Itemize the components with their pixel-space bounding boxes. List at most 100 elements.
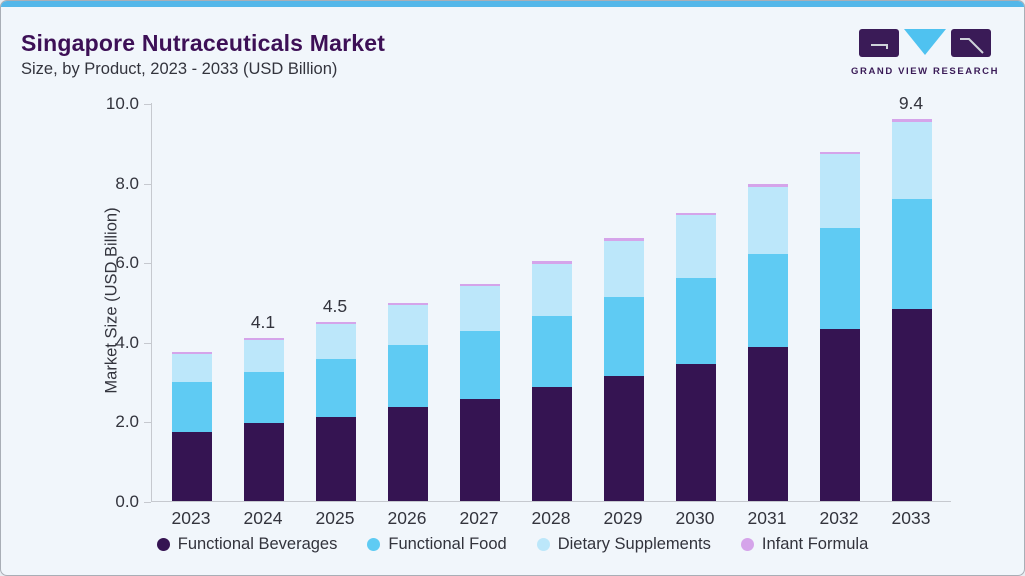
- bar-segment: [532, 263, 572, 316]
- bar-segment: [676, 215, 716, 278]
- stacked-bar-2025: [316, 321, 356, 501]
- y-tick-label: 8.0: [115, 173, 139, 193]
- bar-value-label: 4.1: [250, 311, 276, 332]
- stacked-bar-2029: [604, 238, 644, 501]
- bar-segment: [460, 331, 500, 399]
- bar-segment: [604, 240, 644, 297]
- x-tick-label: 2025: [315, 508, 355, 528]
- legend-label: Dietary Supplements: [557, 535, 711, 553]
- bar-segment: [244, 371, 284, 424]
- y-tick-mark: [144, 263, 151, 265]
- stacked-bar-2024: [244, 337, 284, 501]
- bar-segment: [388, 344, 428, 408]
- bar-segment: [676, 212, 716, 216]
- bar-segment: [172, 351, 212, 354]
- x-tick-label: 2033: [891, 508, 931, 528]
- bar-segment: [892, 199, 932, 310]
- y-tick-mark: [144, 342, 151, 344]
- stacked-bar-2031: [748, 184, 788, 501]
- bar-segment: [316, 416, 356, 501]
- legend-dot-icon: [367, 538, 381, 551]
- x-tick-label: 2029: [603, 508, 643, 528]
- y-tick-label: 0.0: [115, 492, 139, 511]
- y-tick-label: 4.0: [115, 332, 139, 352]
- bar-segment: [244, 339, 284, 372]
- x-tick-label: 2028: [531, 508, 571, 528]
- y-tick-label: 10.0: [105, 94, 139, 113]
- bar-segment: [820, 329, 860, 501]
- bar-value-label: 4.5: [322, 295, 348, 316]
- bar-segment: [820, 153, 860, 228]
- page-subtitle: Size, by Product, 2023 - 2033 (USD Billi…: [21, 60, 338, 78]
- x-tick-label: 2032: [819, 508, 859, 528]
- y-axis-title: Market Size (USD Billion): [102, 207, 121, 394]
- logo-wordmark: GRAND VIEW RESEARCH: [851, 66, 1000, 77]
- bar-segment: [532, 387, 572, 501]
- bar-segment: [748, 184, 788, 187]
- top-accent-bar: [1, 1, 1024, 7]
- bar-segment: [892, 119, 932, 122]
- bar-segment: [460, 283, 500, 286]
- bar-segment: [748, 347, 788, 501]
- bar-segment: [532, 315, 572, 388]
- y-tick-mark: [144, 502, 151, 503]
- grand-view-research-logo: GRAND VIEW RESEARCH: [851, 28, 999, 77]
- legend-dot-icon: [740, 538, 754, 551]
- y-tick-mark: [144, 183, 151, 185]
- x-tick-label: 2027: [459, 508, 499, 528]
- gvr-logo-icon: [859, 29, 991, 57]
- bar-segment: [172, 353, 212, 382]
- bar-segment: [532, 261, 572, 264]
- x-tick-label: 2026: [387, 508, 427, 528]
- stacked-bar-2033: [892, 119, 932, 501]
- legend-label: Functional Beverages: [177, 535, 338, 553]
- bar-segment: [388, 304, 428, 345]
- bar-segment: [388, 302, 428, 305]
- bar-segment: [892, 309, 932, 501]
- bar-segment: [460, 398, 500, 501]
- y-tick-mark: [144, 104, 151, 105]
- bar-segment: [316, 321, 356, 324]
- legend-item: Infant Formula: [740, 535, 869, 554]
- bar-segment: [604, 376, 644, 501]
- legend-dot-icon: [536, 538, 550, 551]
- bar-segment: [316, 323, 356, 360]
- bar-segment: [820, 227, 860, 330]
- stacked-bar-2028: [532, 261, 572, 501]
- bar-segment: [676, 364, 716, 501]
- bar-segment: [244, 423, 284, 501]
- bar-segment: [676, 277, 716, 365]
- stacked-bar-2026: [388, 302, 428, 501]
- legend-dot-icon: [156, 538, 170, 551]
- stacked-bar-2030: [676, 212, 716, 501]
- bar-segment: [748, 254, 788, 348]
- legend-label: Infant Formula: [761, 535, 869, 553]
- stacked-bar-2027: [460, 283, 500, 501]
- stacked-bar-2023: [172, 351, 212, 501]
- legend-item: Functional Beverages: [156, 535, 338, 554]
- x-tick-label: 2031: [747, 508, 787, 528]
- legend-item: Dietary Supplements: [536, 535, 711, 554]
- bar-segment: [172, 432, 212, 501]
- y-tick-mark: [144, 422, 151, 424]
- x-tick-label: 2023: [171, 508, 211, 528]
- x-tick-label: 2030: [675, 508, 715, 528]
- chart-plot-area: [151, 103, 951, 502]
- bar-segment: [460, 285, 500, 332]
- bar-segment: [892, 121, 932, 200]
- page-title: Singapore Nutraceuticals Market: [21, 30, 386, 56]
- bar-segment: [604, 296, 644, 377]
- bar-segment: [820, 151, 860, 154]
- chart-legend: Functional Beverages Functional Food Dieta…: [1, 535, 1024, 554]
- bar-segment: [748, 186, 788, 255]
- legend-label: Functional Food: [388, 535, 507, 553]
- x-tick-label: 2024: [243, 508, 283, 528]
- bar-value-label: 9.4: [898, 93, 924, 114]
- bar-segment: [244, 337, 284, 340]
- bar-segment: [172, 381, 212, 433]
- bar-segment: [604, 238, 644, 241]
- y-tick-label: 6.0: [115, 253, 139, 273]
- stacked-bar-2032: [820, 151, 860, 501]
- y-tick-label: 2.0: [115, 412, 139, 432]
